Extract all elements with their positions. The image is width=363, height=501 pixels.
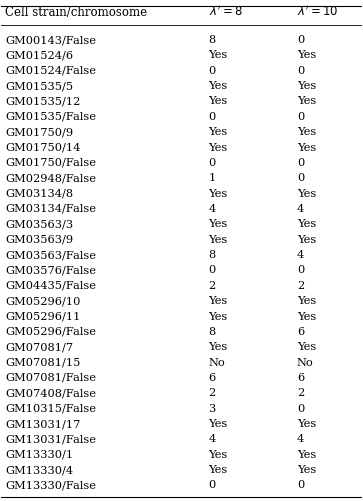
Text: 8: 8: [208, 35, 216, 45]
Text: GM07081/15: GM07081/15: [5, 357, 80, 367]
Text: Yes: Yes: [297, 188, 316, 198]
Text: Yes: Yes: [297, 219, 316, 229]
Text: Yes: Yes: [208, 127, 228, 137]
Text: GM07408/False: GM07408/False: [5, 388, 96, 397]
Text: Yes: Yes: [208, 464, 228, 474]
Text: GM13330/1: GM13330/1: [5, 449, 73, 459]
Text: 2: 2: [208, 280, 216, 290]
Text: Yes: Yes: [208, 418, 228, 428]
Text: 2: 2: [297, 280, 304, 290]
Text: 0: 0: [297, 265, 304, 275]
Text: GM13031/False: GM13031/False: [5, 433, 96, 443]
Text: 4: 4: [208, 203, 216, 213]
Text: Yes: Yes: [297, 296, 316, 306]
Text: GM04435/False: GM04435/False: [5, 280, 96, 290]
Text: Cell strain/chromosome: Cell strain/chromosome: [5, 6, 147, 19]
Text: 4: 4: [297, 249, 304, 260]
Text: 6: 6: [208, 372, 216, 382]
Text: GM07081/False: GM07081/False: [5, 372, 96, 382]
Text: 0: 0: [297, 403, 304, 413]
Text: Yes: Yes: [297, 127, 316, 137]
Text: GM05296/False: GM05296/False: [5, 326, 96, 336]
Text: Yes: Yes: [297, 464, 316, 474]
Text: GM02948/False: GM02948/False: [5, 173, 96, 183]
Text: 3: 3: [208, 403, 216, 413]
Text: GM03563/9: GM03563/9: [5, 234, 73, 244]
Text: GM03134/False: GM03134/False: [5, 203, 96, 213]
Text: 0: 0: [297, 173, 304, 183]
Text: 0: 0: [297, 112, 304, 122]
Text: Yes: Yes: [208, 219, 228, 229]
Text: 0: 0: [208, 66, 216, 76]
Text: GM01524/6: GM01524/6: [5, 50, 73, 60]
Text: GM00143/False: GM00143/False: [5, 35, 96, 45]
Text: Yes: Yes: [208, 311, 228, 321]
Text: GM03576/False: GM03576/False: [5, 265, 96, 275]
Text: No: No: [297, 357, 314, 367]
Text: 0: 0: [297, 35, 304, 45]
Text: 0: 0: [208, 158, 216, 167]
Text: 8: 8: [208, 326, 216, 336]
Text: 6: 6: [297, 326, 304, 336]
Text: 0: 0: [297, 479, 304, 489]
Text: GM01750/False: GM01750/False: [5, 158, 96, 167]
Text: GM03134/8: GM03134/8: [5, 188, 73, 198]
Text: Yes: Yes: [297, 234, 316, 244]
Text: Yes: Yes: [208, 81, 228, 91]
Text: GM01750/14: GM01750/14: [5, 142, 80, 152]
Text: Yes: Yes: [208, 234, 228, 244]
Text: 4: 4: [208, 433, 216, 443]
Text: Yes: Yes: [208, 50, 228, 60]
Text: No: No: [208, 357, 225, 367]
Text: Yes: Yes: [208, 296, 228, 306]
Text: 2: 2: [297, 388, 304, 397]
Text: 0: 0: [208, 265, 216, 275]
Text: GM01535/5: GM01535/5: [5, 81, 73, 91]
Text: Yes: Yes: [297, 96, 316, 106]
Text: 0: 0: [208, 112, 216, 122]
Text: GM03563/False: GM03563/False: [5, 249, 96, 260]
Text: GM10315/False: GM10315/False: [5, 403, 96, 413]
Text: 0: 0: [297, 158, 304, 167]
Text: $\lambda' = 10$: $\lambda' = 10$: [297, 5, 338, 19]
Text: Yes: Yes: [208, 342, 228, 352]
Text: Yes: Yes: [297, 342, 316, 352]
Text: GM01750/9: GM01750/9: [5, 127, 73, 137]
Text: $\lambda' = 8$: $\lambda' = 8$: [208, 5, 242, 19]
Text: GM13031/17: GM13031/17: [5, 418, 80, 428]
Text: Yes: Yes: [297, 50, 316, 60]
Text: 4: 4: [297, 203, 304, 213]
Text: GM01535/12: GM01535/12: [5, 96, 80, 106]
Text: Yes: Yes: [208, 142, 228, 152]
Text: GM01535/False: GM01535/False: [5, 112, 96, 122]
Text: Yes: Yes: [297, 81, 316, 91]
Text: 2: 2: [208, 388, 216, 397]
Text: GM05296/10: GM05296/10: [5, 296, 80, 306]
Text: Yes: Yes: [297, 418, 316, 428]
Text: Yes: Yes: [208, 449, 228, 459]
Text: 0: 0: [208, 479, 216, 489]
Text: GM07081/7: GM07081/7: [5, 342, 73, 352]
Text: 4: 4: [297, 433, 304, 443]
Text: 1: 1: [208, 173, 216, 183]
Text: Yes: Yes: [297, 142, 316, 152]
Text: GM13330/4: GM13330/4: [5, 464, 73, 474]
Text: Yes: Yes: [208, 96, 228, 106]
Text: Yes: Yes: [297, 449, 316, 459]
Text: GM13330/False: GM13330/False: [5, 479, 96, 489]
Text: 6: 6: [297, 372, 304, 382]
Text: GM03563/3: GM03563/3: [5, 219, 73, 229]
Text: GM05296/11: GM05296/11: [5, 311, 80, 321]
Text: 0: 0: [297, 66, 304, 76]
Text: Yes: Yes: [208, 188, 228, 198]
Text: Yes: Yes: [297, 311, 316, 321]
Text: GM01524/False: GM01524/False: [5, 66, 96, 76]
Text: 8: 8: [208, 249, 216, 260]
